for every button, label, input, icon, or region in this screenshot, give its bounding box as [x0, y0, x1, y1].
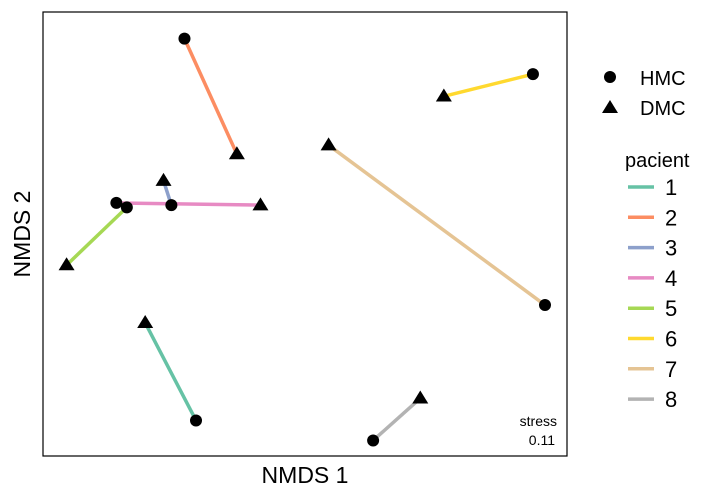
stress-value: 0.11	[529, 432, 555, 448]
pair-line-1	[143, 321, 198, 422]
shape-legend-hmc-marker	[604, 71, 616, 83]
point-hmc-4	[110, 196, 123, 209]
color-legend-label-7: 7	[665, 357, 677, 382]
pair-line-5	[65, 206, 129, 267]
point-dmc-2	[228, 146, 245, 160]
shape-legend-dmc-label: DMC	[640, 98, 686, 120]
points	[58, 32, 551, 447]
color-legend-label-8: 8	[665, 387, 677, 412]
x-axis-label: NMDS 1	[262, 462, 349, 486]
color-legend-label-6: 6	[665, 327, 677, 352]
pair-lines	[65, 37, 547, 442]
color-legend: pacient 1 2 3 4 5 6 7 8	[625, 150, 690, 412]
shape-legend-hmc-label: HMC	[640, 68, 686, 90]
pair-line-7	[327, 143, 547, 307]
point-hmc-5	[120, 201, 133, 214]
stress-label: stress	[520, 413, 557, 429]
color-legend-label-2: 2	[665, 205, 677, 230]
pair-line-6	[443, 72, 534, 99]
point-hmc-6	[526, 68, 539, 81]
point-hmc-7	[538, 299, 551, 312]
point-dmc-1	[137, 315, 154, 328]
pair-line-2	[182, 37, 239, 155]
shape-legend: HMC DMC	[602, 68, 686, 120]
color-legend-label-5: 5	[665, 296, 677, 321]
color-legend-title: pacient	[625, 150, 690, 172]
point-dmc-4	[252, 197, 269, 211]
point-hmc-8	[367, 434, 380, 447]
plot-panel	[42, 11, 568, 457]
point-dmc-3	[155, 172, 172, 186]
shape-legend-dmc-marker	[602, 100, 618, 113]
point-hmc-2	[178, 32, 191, 45]
point-dmc-5	[58, 257, 75, 271]
point-dmc-8	[412, 390, 429, 404]
point-hmc-1	[190, 414, 203, 427]
point-dmc-7	[320, 137, 337, 151]
point-dmc-6	[435, 88, 452, 102]
y-axis-label: NMDS 2	[9, 191, 35, 278]
color-legend-label-3: 3	[665, 236, 677, 261]
point-hmc-3	[165, 199, 178, 212]
pair-line-8	[371, 396, 422, 442]
color-legend-label-4: 4	[665, 266, 677, 291]
color-legend-label-1: 1	[665, 175, 677, 200]
pair-line-4	[116, 201, 261, 207]
